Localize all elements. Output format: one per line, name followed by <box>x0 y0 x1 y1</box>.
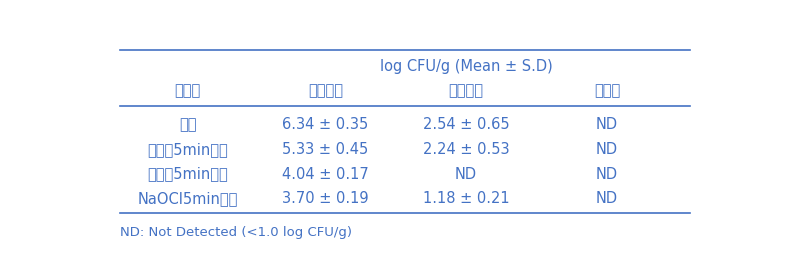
Text: 1.18 ± 0.21: 1.18 ± 0.21 <box>423 191 510 206</box>
Text: NaOCl5min침지: NaOCl5min침지 <box>137 191 238 206</box>
Text: 대장균: 대장균 <box>594 83 620 98</box>
Text: 대장균군: 대장균군 <box>449 83 483 98</box>
Text: 4.04 ± 0.17: 4.04 ± 0.17 <box>282 166 369 181</box>
Text: 시료명: 시료명 <box>175 83 201 98</box>
Text: 증류쉴5min침지: 증류쉴5min침지 <box>147 142 228 157</box>
Text: 2.54 ± 0.65: 2.54 ± 0.65 <box>423 117 510 132</box>
Text: log CFU/g (Mean ± S.D): log CFU/g (Mean ± S.D) <box>380 59 552 74</box>
Text: ND: ND <box>596 191 618 206</box>
Text: 원료: 원료 <box>179 117 196 132</box>
Text: ND: Not Detected (<1.0 log CFU/g): ND: Not Detected (<1.0 log CFU/g) <box>120 226 352 239</box>
Text: ND: ND <box>455 166 477 181</box>
Text: 2.24 ± 0.53: 2.24 ± 0.53 <box>423 142 510 157</box>
Text: ND: ND <box>596 117 618 132</box>
Text: 5.33 ± 0.45: 5.33 ± 0.45 <box>282 142 368 157</box>
Text: 일반세균: 일반세균 <box>308 83 343 98</box>
Text: ND: ND <box>596 142 618 157</box>
Text: 전해쉴5min침지: 전해쉴5min침지 <box>147 166 228 181</box>
Text: ND: ND <box>596 166 618 181</box>
Text: 3.70 ± 0.19: 3.70 ± 0.19 <box>282 191 369 206</box>
Text: 6.34 ± 0.35: 6.34 ± 0.35 <box>282 117 368 132</box>
